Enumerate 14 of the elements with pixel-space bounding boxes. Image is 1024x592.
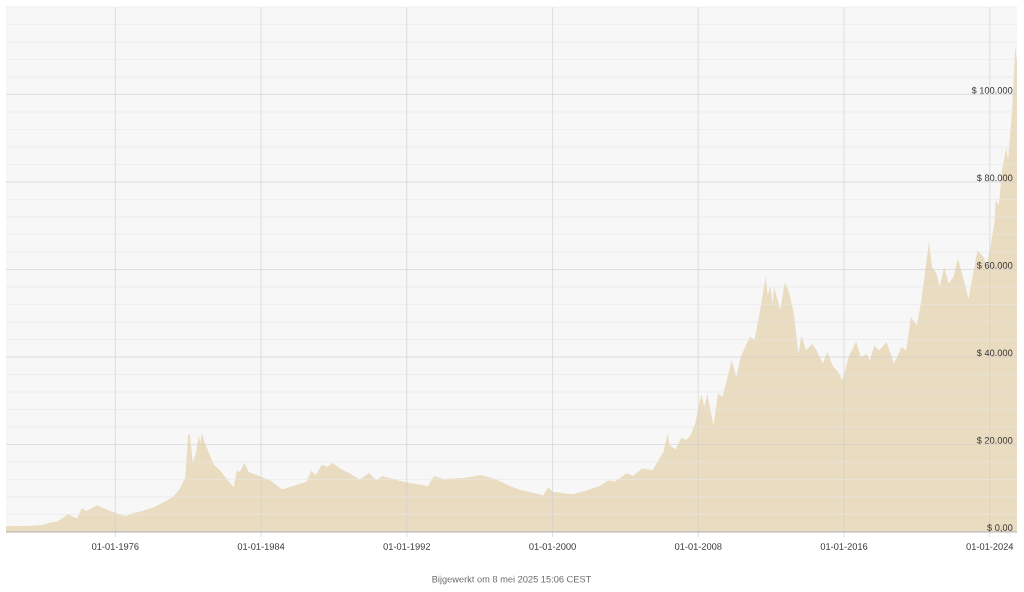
x-tick-label: 01-01-2024 bbox=[966, 543, 1014, 550]
y-tick-label: $ 80.000 bbox=[976, 174, 1013, 182]
x-tick-label: 01-01-1992 bbox=[383, 543, 431, 550]
y-tick-label: $ 20.000 bbox=[976, 436, 1013, 445]
y-tick-label: $ 100.000 bbox=[971, 86, 1013, 95]
y-tick-label: $ 40.000 bbox=[976, 349, 1013, 357]
text: Bijgewerkt om 8 mei 2025 15:06 CEST bbox=[432, 575, 592, 585]
x-tick-label: 01-01-2016 bbox=[820, 543, 868, 550]
x-tick-label: 01-01-2000 bbox=[529, 543, 576, 550]
x-tick-label: 01-01-2008 bbox=[674, 543, 722, 550]
x-tick-label: 01-01-1976 bbox=[91, 543, 139, 550]
y-tick-label: $ 60.000 bbox=[976, 261, 1013, 270]
y-tick-label: $ 0,00 bbox=[987, 523, 1013, 533]
x-tick-label: 01-01-1984 bbox=[237, 543, 285, 550]
